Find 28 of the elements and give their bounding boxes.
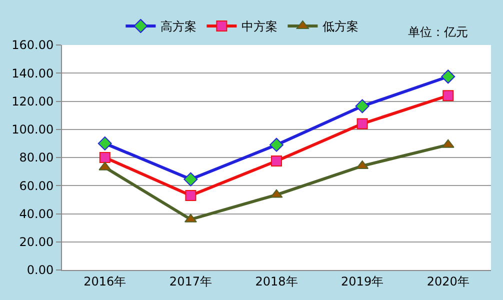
x-tick-label: 2018年 xyxy=(255,274,298,288)
x-tick-label: 2020年 xyxy=(426,274,470,288)
point xyxy=(270,138,284,152)
point xyxy=(441,70,456,84)
y-tick-label: 40.00 xyxy=(19,206,54,221)
legend-label: 低方案 xyxy=(322,20,359,34)
point xyxy=(271,156,282,167)
legend-label: 高方案 xyxy=(160,20,197,34)
text: 单位：亿元 xyxy=(408,25,468,39)
point xyxy=(355,99,370,114)
y-tick-label: 120.00 xyxy=(12,94,54,108)
x-tick-label: 2019年 xyxy=(341,274,384,288)
y-tick-label: 140.00 xyxy=(12,66,54,80)
point xyxy=(184,172,198,186)
point xyxy=(356,118,368,130)
point xyxy=(442,90,454,102)
legend-label: 中方案 xyxy=(242,20,278,34)
point xyxy=(98,136,112,150)
y-tick-label: 80.00 xyxy=(19,150,54,165)
x-tick-label: 2016年 xyxy=(84,274,126,288)
y-tick-label: 20.00 xyxy=(19,235,54,250)
point xyxy=(99,152,110,163)
point xyxy=(185,190,196,201)
y-tick-label: 0.00 xyxy=(26,263,54,278)
y-tick-label: 160.00 xyxy=(12,38,54,52)
x-tick-label: 2017年 xyxy=(169,274,212,288)
y-tick-label: 100.00 xyxy=(12,122,54,137)
y-tick-label: 60.00 xyxy=(19,178,54,193)
